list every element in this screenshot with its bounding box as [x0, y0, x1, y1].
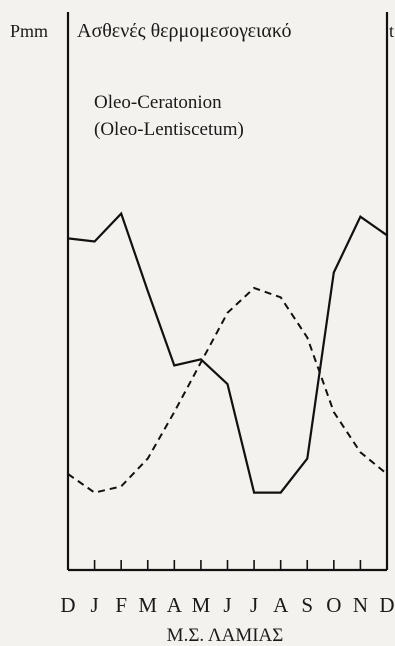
- x-tick-label: M: [192, 593, 211, 617]
- x-tick-label: S: [301, 593, 313, 617]
- x-tick-label: J: [250, 593, 258, 617]
- station-label: Μ.Σ. ΛΑΜΙΑΣ: [167, 625, 284, 646]
- x-tick-label: N: [353, 593, 368, 617]
- chart-title: Ασθενές θερμομεσογειακό: [77, 20, 292, 42]
- x-tick-label: A: [273, 593, 289, 617]
- x-tick-label: D: [60, 593, 75, 617]
- dashed-series-line: [67, 286, 388, 494]
- x-tick-label: A: [167, 593, 183, 617]
- x-tick-label: O: [326, 593, 341, 617]
- x-tick-label: F: [115, 593, 127, 617]
- x-tick-label: J: [223, 593, 231, 617]
- right-axis-label: t: [389, 21, 394, 41]
- x-tick-label: J: [90, 593, 98, 617]
- annotation-line-2: (Oleo-Lentiscetum): [94, 119, 244, 140]
- left-axis-label: Pmm: [10, 21, 48, 41]
- x-tick-label: D: [379, 593, 394, 617]
- x-ticks: [67, 560, 388, 570]
- x-tick-label: M: [138, 593, 157, 617]
- solid-series-line: [67, 211, 388, 494]
- series-layer: [67, 211, 388, 494]
- annotation-line-1: Oleo-Ceratonion: [94, 92, 222, 113]
